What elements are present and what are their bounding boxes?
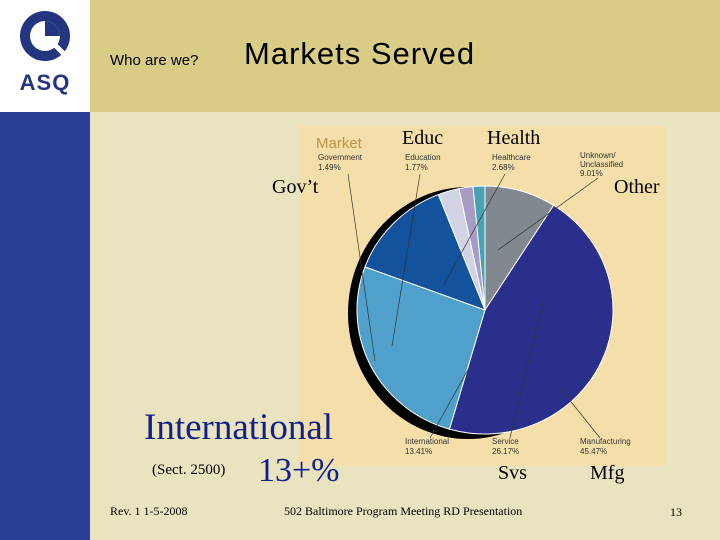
page-title: Markets Served <box>244 36 476 71</box>
pie-slice-international <box>364 193 486 311</box>
card-label-manufacturing: Manufacturing <box>580 437 631 446</box>
pie-slice-manufacturing <box>448 204 614 435</box>
footer-page: 13 <box>670 505 682 519</box>
pie-slice-government <box>472 185 486 311</box>
pie-slice-service <box>356 266 486 430</box>
card-pct-unknown: 9.01% <box>580 169 603 178</box>
card-pct-healthcare: 2.68% <box>492 163 515 172</box>
logo-text: ASQ <box>19 70 71 95</box>
header-kicker: Who are we? <box>110 52 199 69</box>
callout-other: Other <box>614 176 660 198</box>
chart-title: Market <box>316 135 363 152</box>
asq-logo: ASQ <box>0 0 90 112</box>
footer-rev: Rev. 1 1-5-2008 <box>110 504 188 518</box>
card-label-unknown: Unknown/ <box>580 151 616 160</box>
card-pct-education: 1.77% <box>405 163 428 172</box>
callout-mfg: Mfg <box>590 462 625 484</box>
callout-health: Health <box>487 127 541 149</box>
chart-card: Market Unknown/ Unclassified 9.01% Gover… <box>300 126 666 466</box>
leader-lines <box>347 173 601 439</box>
card-label-healthcare: Healthcare <box>492 153 531 162</box>
card-label-education: Education <box>405 153 441 162</box>
card-label-international: International <box>405 437 449 446</box>
card-pct-manufacturing: 45.47% <box>580 447 607 456</box>
callout-sect: (Sect. 2500) <box>152 462 226 478</box>
card-label-unclassified: Unclassified <box>580 160 623 169</box>
callout-govt: Gov’t <box>272 176 319 198</box>
callout-svs: Svs <box>498 462 527 484</box>
pie-chart: Market Unknown/ Unclassified 9.01% Gover… <box>316 135 631 456</box>
card-pct-service: 26.17% <box>492 447 519 456</box>
callout-educ: Educ <box>402 127 444 149</box>
asq-globe-icon <box>20 11 72 62</box>
header-band <box>0 0 720 112</box>
card-label-service: Service <box>492 437 519 446</box>
callout-international: International <box>144 407 334 448</box>
callout-international-pct: 13+% <box>258 452 340 489</box>
footer-meeting: 502 Baltimore Program Meeting RD Present… <box>284 504 523 518</box>
card-pct-government: 1.49% <box>318 163 341 172</box>
card-pct-international: 13.41% <box>405 447 432 456</box>
card-label-government: Government <box>318 153 363 162</box>
